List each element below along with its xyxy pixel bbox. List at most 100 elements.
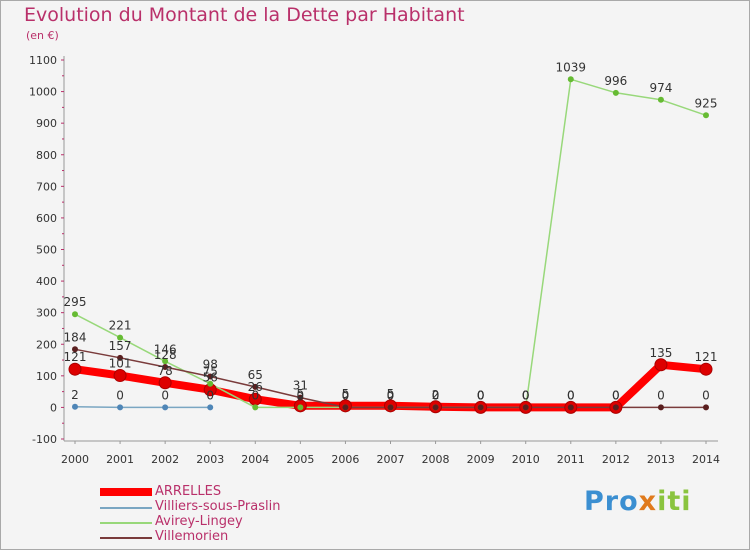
data-label: 146 bbox=[154, 342, 177, 356]
data-label: 121 bbox=[64, 350, 87, 364]
data-label: 135 bbox=[649, 346, 672, 360]
y-tick-label: 1000 bbox=[29, 86, 57, 99]
data-label: 0 bbox=[297, 388, 305, 402]
data-label: 1039 bbox=[556, 60, 587, 74]
x-tick-label: 2004 bbox=[241, 453, 269, 466]
data-point bbox=[342, 404, 349, 411]
data-label: 5 bbox=[387, 387, 395, 401]
data-label: 0 bbox=[206, 388, 214, 402]
data-label: 0 bbox=[342, 388, 350, 402]
data-label: 0 bbox=[251, 388, 259, 402]
data-point bbox=[699, 362, 713, 376]
x-tick-label: 2002 bbox=[151, 453, 179, 466]
x-tick-label: 2013 bbox=[647, 453, 675, 466]
y-tick-label: 700 bbox=[36, 180, 57, 193]
x-tick-label: 2009 bbox=[467, 453, 495, 466]
chart-unit-label: (en €) bbox=[26, 29, 59, 42]
y-tick-label: 300 bbox=[36, 307, 57, 320]
x-tick-label: 2010 bbox=[512, 453, 540, 466]
y-tick-label: 100 bbox=[36, 370, 57, 383]
data-point bbox=[522, 404, 529, 411]
data-label: 0 bbox=[477, 388, 485, 402]
legend-swatch bbox=[100, 522, 152, 524]
data-label: 996 bbox=[604, 74, 627, 88]
y-tick-label: 200 bbox=[36, 338, 57, 351]
data-label: 221 bbox=[109, 319, 132, 333]
data-point bbox=[117, 404, 124, 411]
data-label: 98 bbox=[203, 357, 218, 371]
data-label: 0 bbox=[657, 388, 665, 402]
legend-swatch bbox=[100, 507, 152, 509]
data-label: 184 bbox=[64, 330, 87, 344]
data-point bbox=[612, 89, 619, 96]
data-label: 31 bbox=[293, 379, 308, 393]
data-point bbox=[657, 96, 664, 103]
data-point bbox=[567, 404, 574, 411]
data-point bbox=[162, 404, 169, 411]
data-point bbox=[162, 363, 169, 370]
data-point bbox=[432, 404, 439, 411]
y-tick-label: 400 bbox=[36, 275, 57, 288]
data-point bbox=[117, 334, 124, 341]
y-tick-label: 0 bbox=[50, 401, 57, 414]
legend-swatch bbox=[100, 537, 152, 539]
data-label: 0 bbox=[522, 388, 530, 402]
x-tick-label: 2012 bbox=[602, 453, 630, 466]
data-point bbox=[207, 404, 214, 411]
data-point bbox=[72, 403, 78, 410]
data-point bbox=[72, 346, 78, 353]
x-tick-label: 2006 bbox=[331, 453, 359, 466]
data-label: 0 bbox=[432, 388, 440, 402]
data-label: 0 bbox=[702, 388, 710, 402]
x-tick-label: 2005 bbox=[286, 453, 314, 466]
data-label: 0 bbox=[432, 388, 440, 402]
data-label: 0 bbox=[522, 388, 530, 402]
data-point bbox=[297, 394, 304, 401]
data-label: 0 bbox=[116, 388, 124, 402]
legend-label: ARRELLES bbox=[155, 484, 222, 499]
data-label: 56 bbox=[203, 371, 218, 385]
chart-title: Evolution du Montant de la Dette par Hab… bbox=[24, 4, 465, 26]
data-point bbox=[207, 380, 214, 387]
data-label: 0 bbox=[477, 388, 485, 402]
legend-label: Avirey-Lingey bbox=[155, 514, 243, 529]
data-label: 0 bbox=[387, 388, 395, 402]
data-label: 26 bbox=[248, 380, 263, 394]
data-point bbox=[703, 112, 709, 119]
legend-label: Villiers-sous-Praslin bbox=[155, 499, 281, 514]
data-point bbox=[162, 358, 169, 365]
data-point bbox=[252, 404, 259, 411]
data-label: 295 bbox=[64, 295, 87, 309]
data-point bbox=[657, 404, 664, 411]
x-tick-label: 2003 bbox=[196, 453, 224, 466]
data-label: 78 bbox=[158, 364, 173, 378]
data-label: 5 bbox=[342, 387, 350, 401]
data-label: 101 bbox=[109, 357, 132, 371]
data-label: 0 bbox=[161, 388, 169, 402]
x-tick-label: 2008 bbox=[422, 453, 450, 466]
data-label: 0 bbox=[477, 388, 485, 402]
data-point bbox=[297, 404, 304, 411]
data-label: 121 bbox=[695, 350, 718, 364]
data-label: 0 bbox=[567, 388, 575, 402]
data-point bbox=[703, 404, 709, 411]
y-tick-label: -100 bbox=[32, 433, 57, 446]
y-tick-label: 600 bbox=[36, 212, 57, 225]
data-point bbox=[117, 354, 124, 361]
data-label: 0 bbox=[612, 388, 620, 402]
data-point bbox=[68, 362, 82, 376]
data-point bbox=[567, 76, 574, 83]
data-label: 0 bbox=[612, 388, 620, 402]
x-tick-label: 2014 bbox=[692, 453, 720, 466]
data-label: 65 bbox=[248, 368, 263, 382]
data-label: 157 bbox=[109, 339, 132, 353]
data-label: 0 bbox=[387, 388, 395, 402]
data-label: 5 bbox=[297, 387, 305, 401]
data-point bbox=[654, 358, 668, 372]
data-point bbox=[252, 383, 259, 390]
series-line-villiers-sous-praslin bbox=[74, 406, 211, 409]
data-point bbox=[113, 369, 127, 383]
proxiti-logo: Proxiti bbox=[584, 486, 692, 517]
